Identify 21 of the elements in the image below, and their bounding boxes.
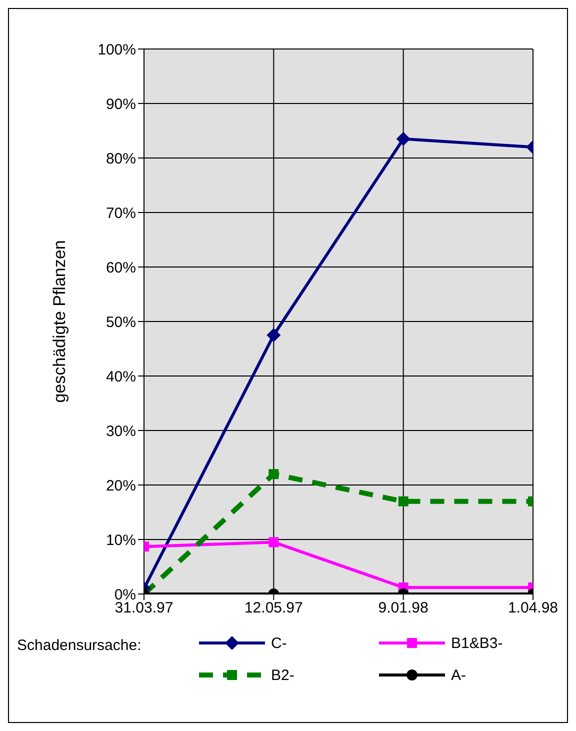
x-tick-label: 12.05.97: [244, 600, 303, 617]
y-tick-label: 100%: [98, 41, 136, 58]
y-tick-label: 80%: [106, 150, 136, 168]
y-tick-label: 30%: [106, 422, 136, 440]
y-tick-label: 70%: [106, 204, 136, 222]
legend-title: Schadensursache:: [17, 636, 142, 656]
legend-label: B1&B3-: [451, 634, 503, 652]
legend-label: B2-: [271, 666, 294, 684]
y-tick-label: 50%: [106, 314, 136, 331]
legend-label: C-: [271, 634, 287, 652]
y-tick-label: 60%: [106, 259, 136, 276]
y-axis-title: geschädigte Pflanzen: [50, 240, 70, 403]
y-tick-label: 10%: [106, 532, 136, 549]
y-tick-label: 20%: [106, 477, 136, 494]
point: [398, 496, 408, 506]
y-tick-label: 40%: [106, 368, 136, 386]
point: [268, 469, 279, 480]
y-tick-label: 90%: [106, 96, 136, 113]
x-tick-label: 1.04.98: [508, 600, 558, 617]
legend-label: A-: [451, 666, 466, 684]
x-tick-label: 9.01.98: [378, 600, 428, 617]
